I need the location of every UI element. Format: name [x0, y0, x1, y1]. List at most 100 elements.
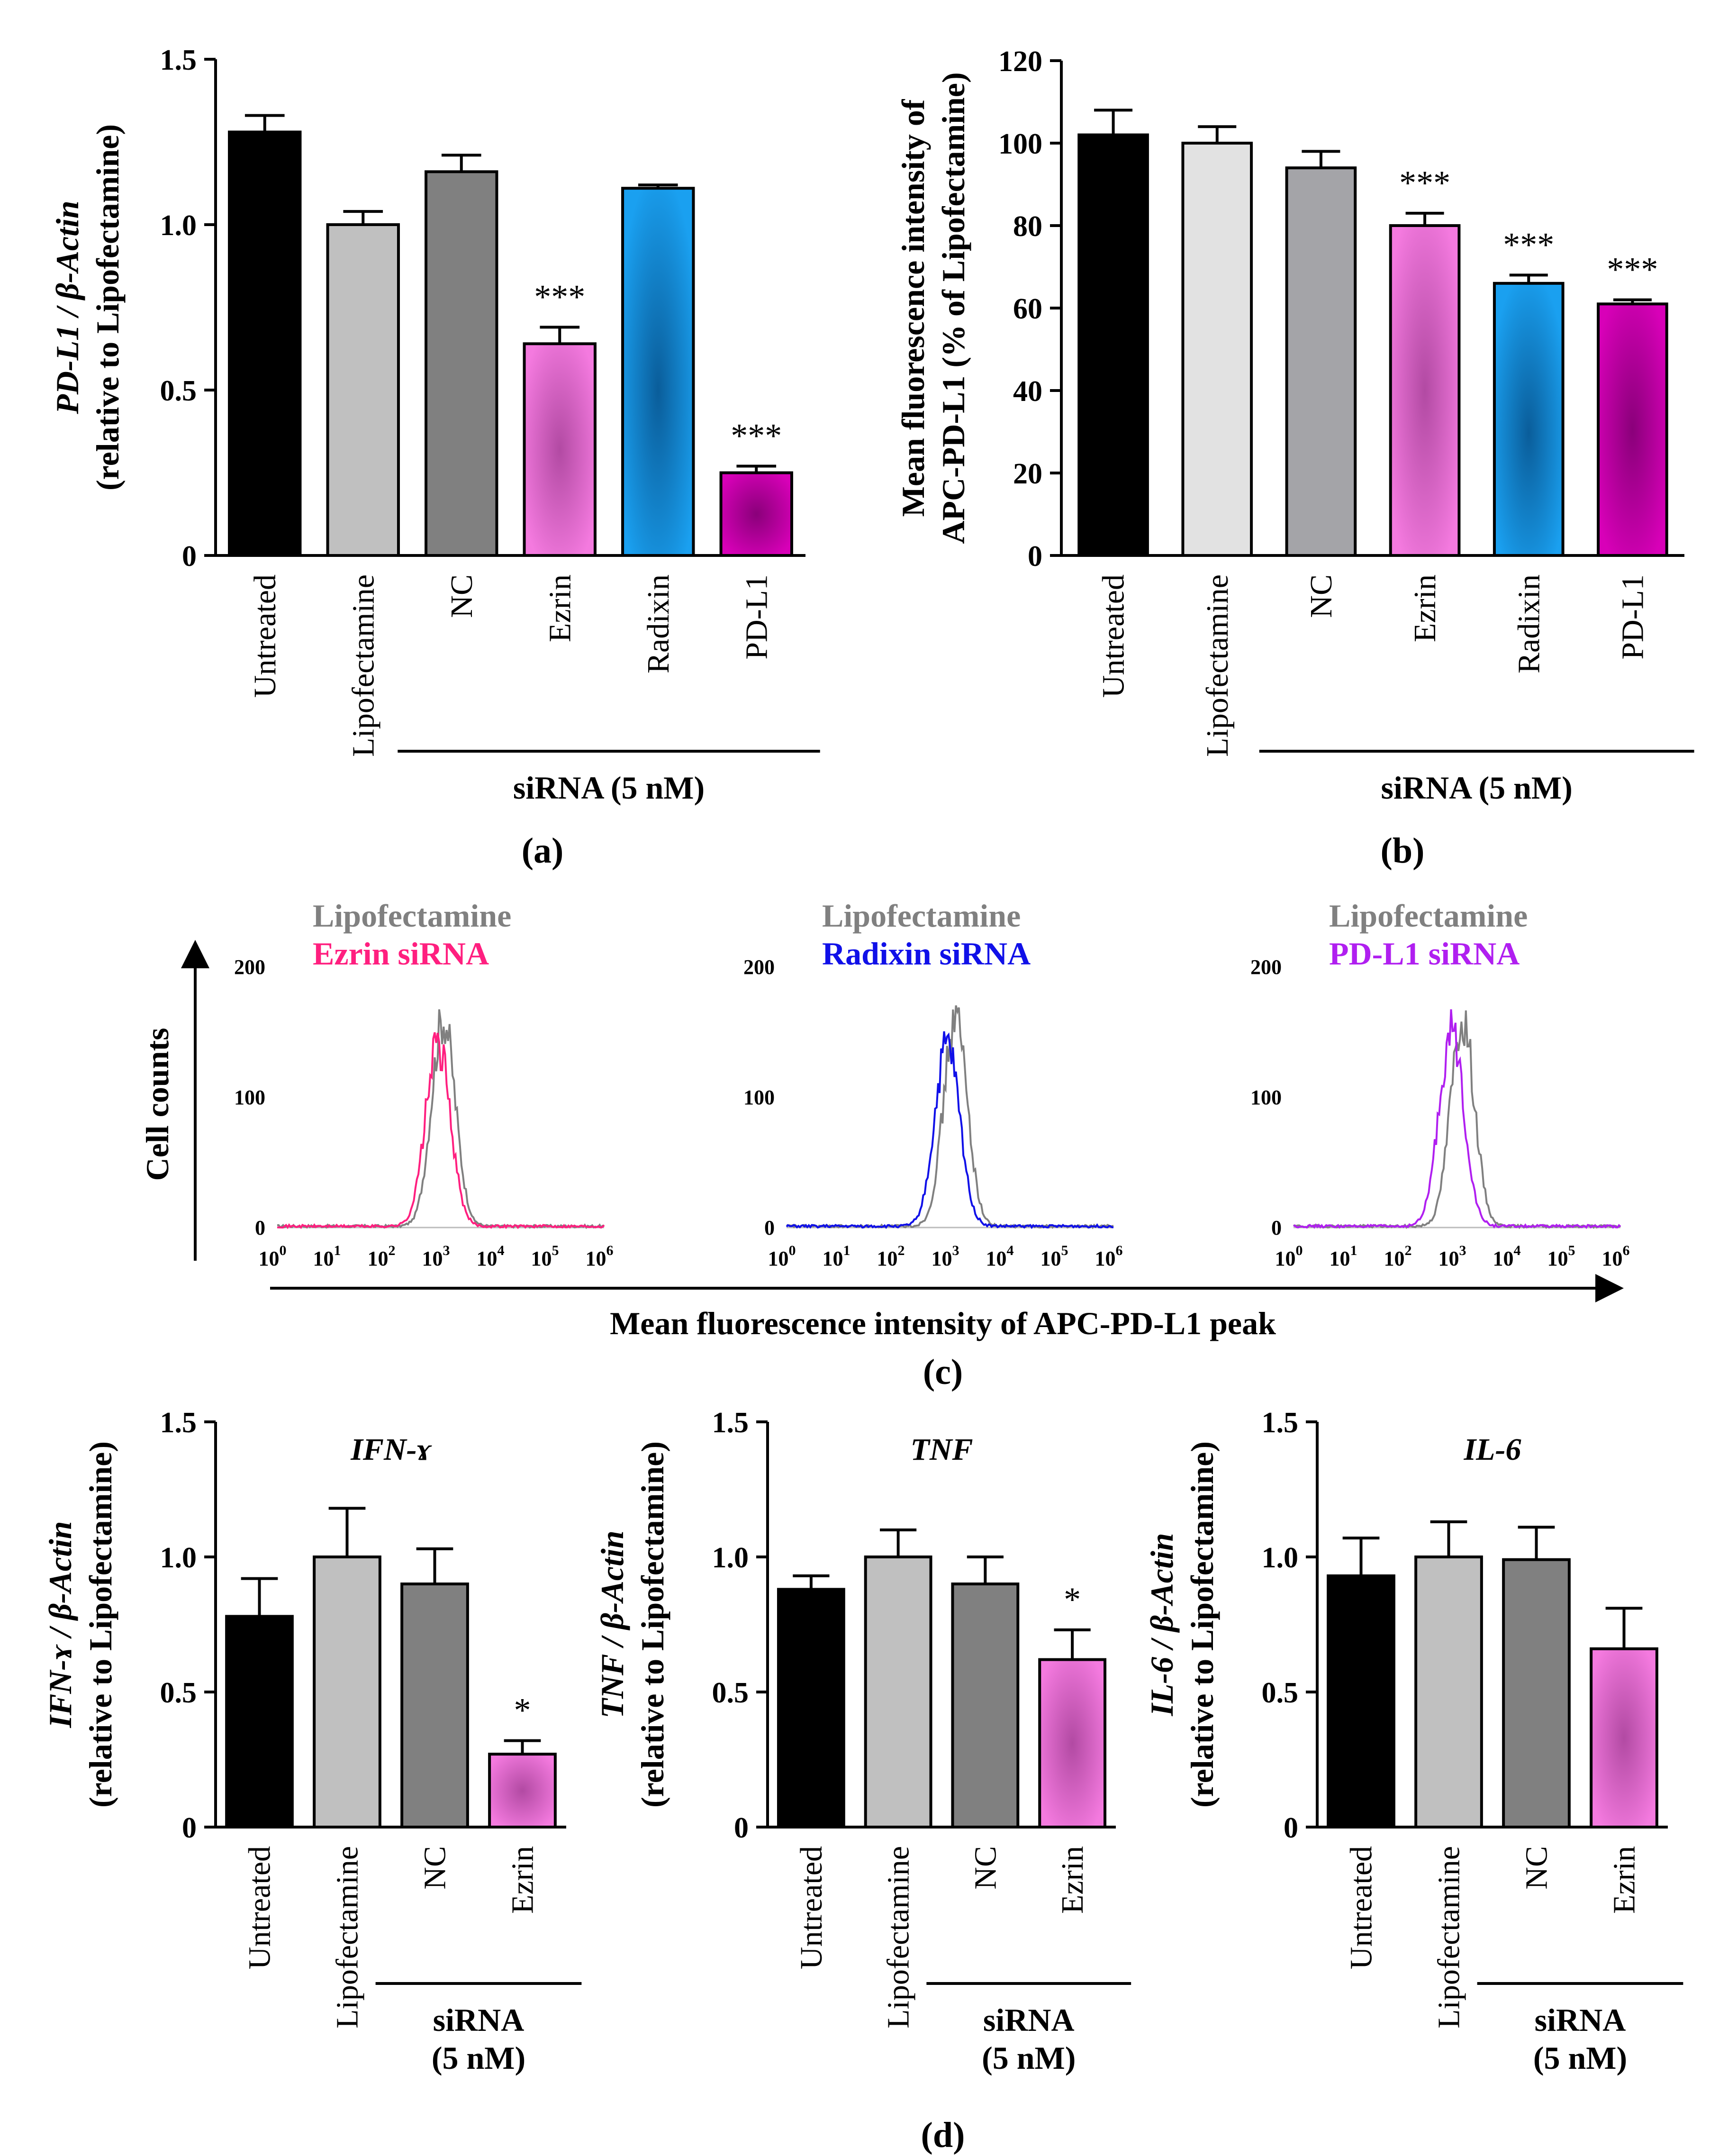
category-label-lipofectamine: Lipofectamine [1432, 1846, 1466, 2029]
chart-d-tnf: 0 0.5 1.0 1.5 Untreated Lipofectamine NC * Ezrin… [594, 1407, 1131, 2076]
category-label-nc: NC [968, 1846, 1003, 1890]
x-tick-label: 106 [1602, 1243, 1630, 1270]
x-tick-exponent: 0 [1296, 1243, 1303, 1258]
y-tick-label: 40 [1013, 375, 1042, 408]
category-label-radixin: Radixin [1511, 574, 1546, 673]
bar-nc [425, 170, 498, 557]
chart-b: 0 20 40 60 80 100 120 Untreated Lipofectamine NC *… [895, 45, 1694, 806]
panel-label-c: (c) [923, 1352, 963, 1392]
bar-ezrin [523, 342, 597, 557]
sample-curve [786, 1031, 1114, 1229]
y-axis-label-line2: (relative to Lipofectamine) [82, 1441, 118, 1808]
x-tick-exponent: 1 [843, 1243, 850, 1258]
y-tick-label: 0 [1028, 540, 1042, 573]
x-tick-exponent: 1 [1350, 1243, 1357, 1258]
x-axis-label: Mean fluorescence intensity of APC-PD-L1… [610, 1305, 1276, 1341]
y-tick-label: 1.0 [160, 1542, 197, 1574]
category-label-untreated: Untreated [1344, 1846, 1379, 1969]
group-label: siRNA (5 nM) [513, 770, 705, 806]
x-tick-exponent: 5 [1568, 1243, 1575, 1258]
bar-lipofectamine [864, 1556, 932, 1829]
legend-sample: Radixin siRNA [822, 936, 1031, 972]
x-tick-exponent: 2 [1405, 1243, 1412, 1258]
x-tick-exponent: 1 [334, 1243, 341, 1258]
y-tick-label: 80 [1013, 210, 1042, 243]
y-tick-label: 1.0 [712, 1542, 749, 1574]
category-label-pd-l1: PD-L1 [739, 574, 774, 660]
category-label-lipofectamine: Lipofectamine [1200, 574, 1235, 757]
x-tick-label: 100 [768, 1243, 796, 1270]
bar-lipofectamine [1414, 1556, 1483, 1829]
category-label-nc: NC [444, 574, 479, 618]
category-label-radixin: Radixin [641, 574, 676, 673]
x-tick-label: 105 [1040, 1243, 1068, 1270]
bar-lipofectamine [326, 223, 400, 557]
y-tick-label: 100 [234, 1086, 265, 1109]
y-tick-label: 0.5 [160, 1677, 197, 1709]
bar-untreated [225, 1615, 294, 1829]
legend-reference: Lipofectamine [313, 898, 511, 934]
bar-radixin [1493, 282, 1565, 557]
legend-sample: Ezrin siRNA [313, 936, 489, 972]
category-label-nc: NC [418, 1846, 452, 1890]
x-tick-exponent: 6 [1116, 1243, 1123, 1258]
group-label-line2: (5 nM) [982, 2040, 1076, 2076]
significance-ezrin: *** [534, 278, 585, 316]
legend-sample: PD-L1 siRNA [1329, 936, 1520, 972]
y-axis-label: Cell counts [139, 1028, 175, 1181]
x-tick-exponent: 4 [1514, 1243, 1521, 1258]
x-tick-label: 102 [1384, 1243, 1412, 1270]
y-tick-label: 100 [743, 1086, 775, 1109]
x-tick-label: 103 [932, 1243, 959, 1270]
x-tick-label: 100 [1275, 1243, 1303, 1270]
legend-reference: Lipofectamine [1329, 898, 1528, 934]
y-tick-label: 0 [1284, 1812, 1298, 1844]
chart-a: 0 0.5 1.0 1.5 Untreated Lipofectamine NC *** Ezr… [49, 44, 820, 806]
y-axis-label-line2: (relative to Lipofectamine) [1184, 1441, 1220, 1808]
y-tick-label: 100 [1250, 1086, 1282, 1109]
bar-untreated [228, 130, 302, 557]
x-tick-label: 101 [823, 1243, 850, 1270]
x-tick-label: 102 [877, 1243, 905, 1270]
group-label-line2: (5 nM) [432, 2040, 525, 2076]
category-label-pd-l1: PD-L1 [1615, 574, 1650, 660]
x-tick-label: 105 [1547, 1243, 1575, 1270]
x-tick-label: 106 [586, 1243, 614, 1270]
category-label-ezrin: Ezrin [1055, 1846, 1090, 1914]
x-tick-label: 104 [986, 1243, 1014, 1270]
category-label-untreated: Untreated [794, 1846, 829, 1969]
y-axis-label-line2: APC-PD-L1 (% of Lipofectamine) [935, 72, 971, 544]
x-tick-label: 104 [477, 1243, 505, 1270]
significance-pd-l1: *** [731, 417, 782, 455]
bar-nc [1285, 166, 1357, 557]
bar-untreated [1077, 133, 1149, 557]
bar-untreated [777, 1588, 845, 1829]
y-tick-label: 1.0 [160, 209, 197, 242]
significance-ezrin: * [514, 1692, 531, 1729]
category-label-nc: NC [1520, 1846, 1554, 1890]
y-axis-label-line2: (relative to Lipofectamine) [634, 1441, 670, 1808]
x-tick-label: 103 [1439, 1243, 1466, 1270]
y-axis-label-line1: Mean fluorescence intensity of [895, 99, 931, 517]
x-tick-label: 106 [1095, 1243, 1123, 1270]
y-tick-label: 0.5 [712, 1677, 749, 1709]
category-label-untreated: Untreated [1096, 574, 1131, 698]
y-tick-label: 0 [182, 1812, 197, 1844]
category-label-nc: NC [1304, 574, 1339, 618]
bar-pd-l1 [1597, 302, 1668, 557]
category-label-ezrin: Ezrin [506, 1846, 540, 1914]
x-tick-label: 101 [1330, 1243, 1357, 1270]
group-label-line1: siRNA [983, 2002, 1075, 2038]
y-axis-label-line2: (relative to Lipofectamine) [90, 124, 126, 491]
x-tick-exponent: 5 [552, 1243, 559, 1258]
x-tick-exponent: 2 [898, 1243, 905, 1258]
y-axis-label-line1: PD-L1 / β-Actin [49, 200, 85, 414]
x-tick-label: 102 [368, 1243, 396, 1270]
chart-d-ifn: 0 0.5 1.0 1.5 Untreated Lipofectamine NC * Ezrin… [42, 1407, 582, 2076]
panel-label-a: (a) [522, 831, 564, 871]
bar-lipofectamine [313, 1556, 381, 1829]
category-label-ezrin: Ezrin [543, 574, 577, 642]
y-tick-label: 0 [1271, 1216, 1282, 1239]
